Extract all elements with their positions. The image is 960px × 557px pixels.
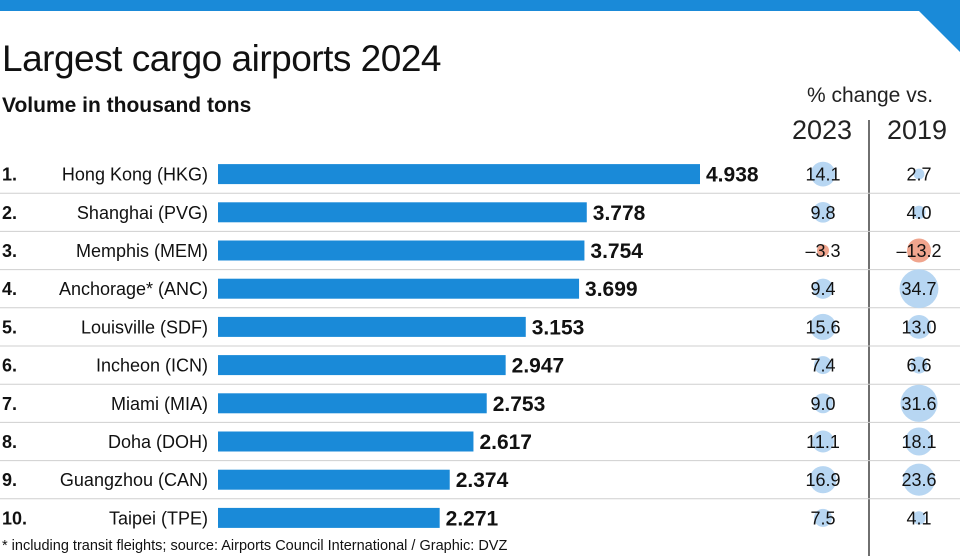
rank-label: 4. bbox=[2, 279, 17, 299]
change-label-2019: –13.2 bbox=[896, 241, 941, 261]
change-label-2019: 4.0 bbox=[906, 203, 931, 223]
value-label: 3.153 bbox=[532, 316, 585, 339]
change-label-2019: 4.1 bbox=[906, 508, 931, 528]
airport-label: Taipei (TPE) bbox=[109, 508, 208, 528]
change-bubble-2023 bbox=[810, 161, 836, 187]
value-label: 2.374 bbox=[456, 469, 509, 492]
rank-label: 6. bbox=[2, 356, 17, 376]
change-label-2023: –3.3 bbox=[805, 241, 840, 261]
column-header-2023: 2023 bbox=[791, 115, 853, 145]
change-bubble-2019 bbox=[899, 269, 939, 309]
change-label-2019: 13.0 bbox=[901, 317, 936, 337]
change-header: % change vs. bbox=[806, 84, 934, 107]
change-label-2023: 14.1 bbox=[805, 165, 840, 185]
value-label: 2.947 bbox=[512, 355, 565, 378]
change-bubble-2023 bbox=[813, 393, 833, 414]
airport-label: Anchorage* (ANC) bbox=[59, 279, 208, 299]
rank-label: 3. bbox=[2, 241, 17, 261]
change-label-2023: 7.5 bbox=[810, 508, 835, 528]
rank-label: 5. bbox=[2, 317, 17, 337]
volume-bar bbox=[218, 507, 440, 528]
change-bubble-2023 bbox=[809, 466, 837, 494]
corner-accent-shape bbox=[918, 0, 960, 52]
airport-label: Incheon (ICN) bbox=[96, 356, 208, 376]
rank-label: 7. bbox=[2, 394, 17, 414]
value-label: 3.699 bbox=[585, 278, 638, 301]
change-bubble-2019 bbox=[910, 356, 928, 374]
value-label: 2.753 bbox=[493, 393, 546, 416]
change-bubble-2019 bbox=[912, 205, 926, 219]
change-bubble-2019 bbox=[913, 168, 925, 180]
change-label-2023: 15.6 bbox=[805, 317, 840, 337]
change-label-2019: 23.6 bbox=[901, 470, 936, 490]
volume-bar bbox=[218, 431, 474, 452]
volume-bar bbox=[218, 278, 580, 299]
change-bubble-2023 bbox=[812, 430, 834, 453]
airport-label: Memphis (MEM) bbox=[76, 241, 208, 261]
volume-bar bbox=[218, 240, 585, 261]
change-bubble-2023 bbox=[814, 356, 832, 375]
chart-title: Largest cargo airports 2024 bbox=[2, 38, 442, 79]
airport-label: Hong Kong (HKG) bbox=[62, 165, 208, 185]
value-label: 2.271 bbox=[446, 507, 499, 530]
rank-label: 10. bbox=[2, 508, 27, 528]
airport-label: Doha (DOH) bbox=[108, 432, 208, 452]
change-label-2019: 34.7 bbox=[901, 279, 936, 299]
change-label-2019: 31.6 bbox=[901, 394, 936, 414]
change-label-2023: 9.4 bbox=[810, 279, 835, 299]
volume-bar bbox=[218, 316, 526, 337]
change-label-2019: 6.6 bbox=[906, 356, 931, 376]
change-bubble-2023 bbox=[812, 278, 834, 299]
change-bubble-2023 bbox=[812, 201, 834, 223]
rank-label: 8. bbox=[2, 432, 17, 452]
change-bubble-2023 bbox=[813, 508, 833, 527]
change-label-2023: 9.0 bbox=[810, 394, 835, 414]
volume-bar bbox=[218, 393, 487, 414]
column-header-2019: 2019 bbox=[886, 115, 948, 145]
change-bubble-2019 bbox=[900, 384, 938, 422]
chart-subtitle: Volume in thousand tons bbox=[2, 94, 252, 117]
change-label-2023: 9.8 bbox=[810, 203, 835, 223]
rank-label: 1. bbox=[2, 165, 17, 185]
value-label: 3.778 bbox=[593, 202, 646, 225]
value-label: 2.617 bbox=[479, 431, 532, 454]
change-bubble-2019 bbox=[907, 238, 931, 263]
airport-label: Shanghai (PVG) bbox=[77, 203, 208, 223]
volume-bar bbox=[218, 355, 506, 376]
change-bubble-2019 bbox=[907, 315, 931, 339]
change-label-2019: 2.7 bbox=[906, 165, 931, 185]
airport-label: Miami (MIA) bbox=[111, 394, 208, 414]
airport-label: Louisville (SDF) bbox=[81, 317, 208, 337]
change-bubble-2023 bbox=[809, 313, 837, 340]
change-bubble-2019 bbox=[912, 511, 926, 525]
change-label-2023: 16.9 bbox=[805, 470, 840, 490]
rank-label: 2. bbox=[2, 203, 17, 223]
change-bubble-2023 bbox=[817, 244, 829, 257]
volume-bar bbox=[218, 202, 587, 223]
change-bubble-2019 bbox=[902, 463, 936, 496]
airport-label: Guangzhou (CAN) bbox=[60, 470, 208, 490]
volume-bar bbox=[218, 469, 450, 490]
top-accent-bar bbox=[0, 0, 960, 11]
volume-bar bbox=[218, 164, 700, 185]
change-bubble-2019 bbox=[904, 427, 934, 456]
value-label: 4.938 bbox=[706, 164, 759, 187]
footnote: * including transit fleights; source: Ai… bbox=[2, 538, 508, 554]
value-label: 3.754 bbox=[590, 240, 643, 263]
change-label-2023: 7.4 bbox=[810, 356, 835, 376]
rank-label: 9. bbox=[2, 470, 17, 490]
change-label-2019: 18.1 bbox=[901, 432, 936, 452]
change-label-2023: 11.1 bbox=[806, 432, 840, 452]
